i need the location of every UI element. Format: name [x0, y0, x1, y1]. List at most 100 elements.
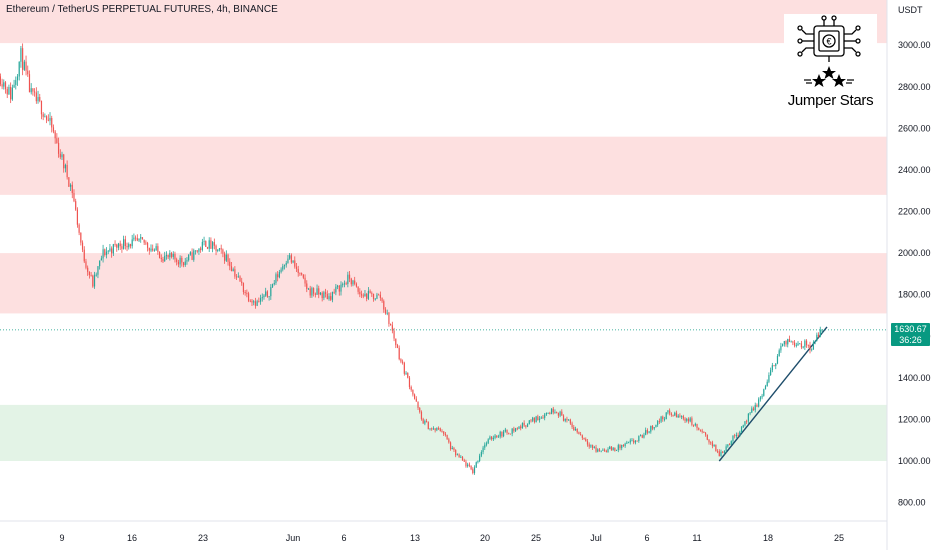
- candle: [348, 270, 351, 283]
- candle: [627, 441, 630, 444]
- candle: [597, 448, 599, 453]
- candle: [491, 435, 493, 441]
- candle: [461, 456, 464, 461]
- candle: [30, 83, 32, 95]
- chart-title: Ethereum / TetherUS PERPETUAL FUTURES, 4…: [6, 4, 278, 15]
- candle: [710, 441, 712, 445]
- candle: [585, 437, 587, 442]
- candle: [496, 435, 498, 439]
- candle: [135, 235, 137, 242]
- candle: [561, 409, 563, 416]
- price-axis[interactable]: 800.001000.001200.001400.001600.001800.0…: [898, 40, 931, 507]
- candle: [783, 340, 785, 347]
- candle: [704, 432, 707, 437]
- candle: [311, 286, 313, 298]
- candle: [532, 416, 534, 423]
- candle: [176, 257, 178, 266]
- candle: [20, 46, 22, 68]
- candle: [682, 414, 684, 421]
- candle: [746, 419, 748, 424]
- candle: [528, 419, 530, 425]
- candle: [711, 440, 714, 449]
- candle: [314, 292, 316, 298]
- candle: [775, 363, 777, 370]
- candle: [764, 384, 767, 390]
- candle: [639, 434, 642, 437]
- candle: [336, 284, 339, 290]
- candle: [566, 416, 568, 423]
- candle: [657, 420, 659, 427]
- candle: [4, 80, 7, 94]
- candle: [230, 261, 233, 272]
- candle: [143, 239, 145, 245]
- candle: [693, 424, 695, 428]
- candle: [246, 289, 248, 298]
- candle: [304, 274, 306, 287]
- candle: [128, 242, 130, 250]
- candle: [508, 432, 510, 435]
- candle: [184, 257, 186, 267]
- candle: [581, 434, 583, 441]
- candle: [6, 86, 8, 99]
- candle: [87, 265, 89, 276]
- candle: [681, 415, 683, 420]
- support-trendline[interactable]: [718, 326, 828, 462]
- candle: [429, 428, 431, 431]
- candle: [598, 447, 601, 452]
- candle: [391, 321, 393, 334]
- candle: [670, 412, 672, 417]
- candle: [263, 294, 265, 300]
- candle: [569, 418, 571, 425]
- candle: [182, 261, 185, 268]
- candle: [626, 440, 628, 445]
- candle: [169, 250, 171, 261]
- candle: [804, 339, 806, 351]
- candle: [602, 448, 604, 451]
- candle: [494, 434, 496, 440]
- candle: [40, 100, 43, 120]
- candle: [270, 284, 272, 300]
- candle: [805, 339, 808, 348]
- candle: [393, 327, 395, 342]
- candle: [306, 280, 308, 293]
- candle: [347, 271, 349, 288]
- candle: [675, 410, 678, 418]
- y-tick-label: 2000.00: [898, 248, 931, 258]
- time-axis[interactable]: 9 16 23 Jun 6 13 20 25 Jul 6 11 18 25: [59, 533, 844, 543]
- candle: [638, 435, 640, 443]
- x-tick-label: 23: [198, 533, 208, 543]
- x-tick-label: 25: [531, 533, 541, 543]
- candle: [289, 253, 291, 260]
- candle: [22, 43, 24, 76]
- candle: [790, 340, 792, 343]
- x-tick-label: 6: [341, 533, 346, 543]
- candle: [220, 244, 222, 254]
- candle: [492, 435, 494, 441]
- candle: [497, 434, 500, 438]
- candle: [501, 431, 503, 438]
- candle: [352, 279, 354, 287]
- candle: [499, 430, 501, 439]
- candle: [747, 413, 749, 424]
- y-tick-label: 1800.00: [898, 290, 931, 300]
- candle: [689, 416, 691, 423]
- candle: [357, 286, 359, 295]
- candle: [330, 292, 332, 302]
- candle: [451, 445, 453, 450]
- candle: [749, 411, 751, 416]
- candle: [592, 444, 594, 451]
- candle: [407, 372, 409, 379]
- candle: [761, 393, 763, 400]
- candle: [68, 177, 70, 187]
- candle: [13, 79, 15, 88]
- x-tick-label: 25: [834, 533, 844, 543]
- candle: [44, 113, 46, 118]
- candle: [253, 299, 255, 306]
- candle: [811, 348, 813, 352]
- candle: [576, 428, 578, 434]
- candle: [817, 332, 820, 338]
- candle: [160, 254, 162, 263]
- candle: [47, 114, 49, 122]
- candle: [571, 421, 573, 430]
